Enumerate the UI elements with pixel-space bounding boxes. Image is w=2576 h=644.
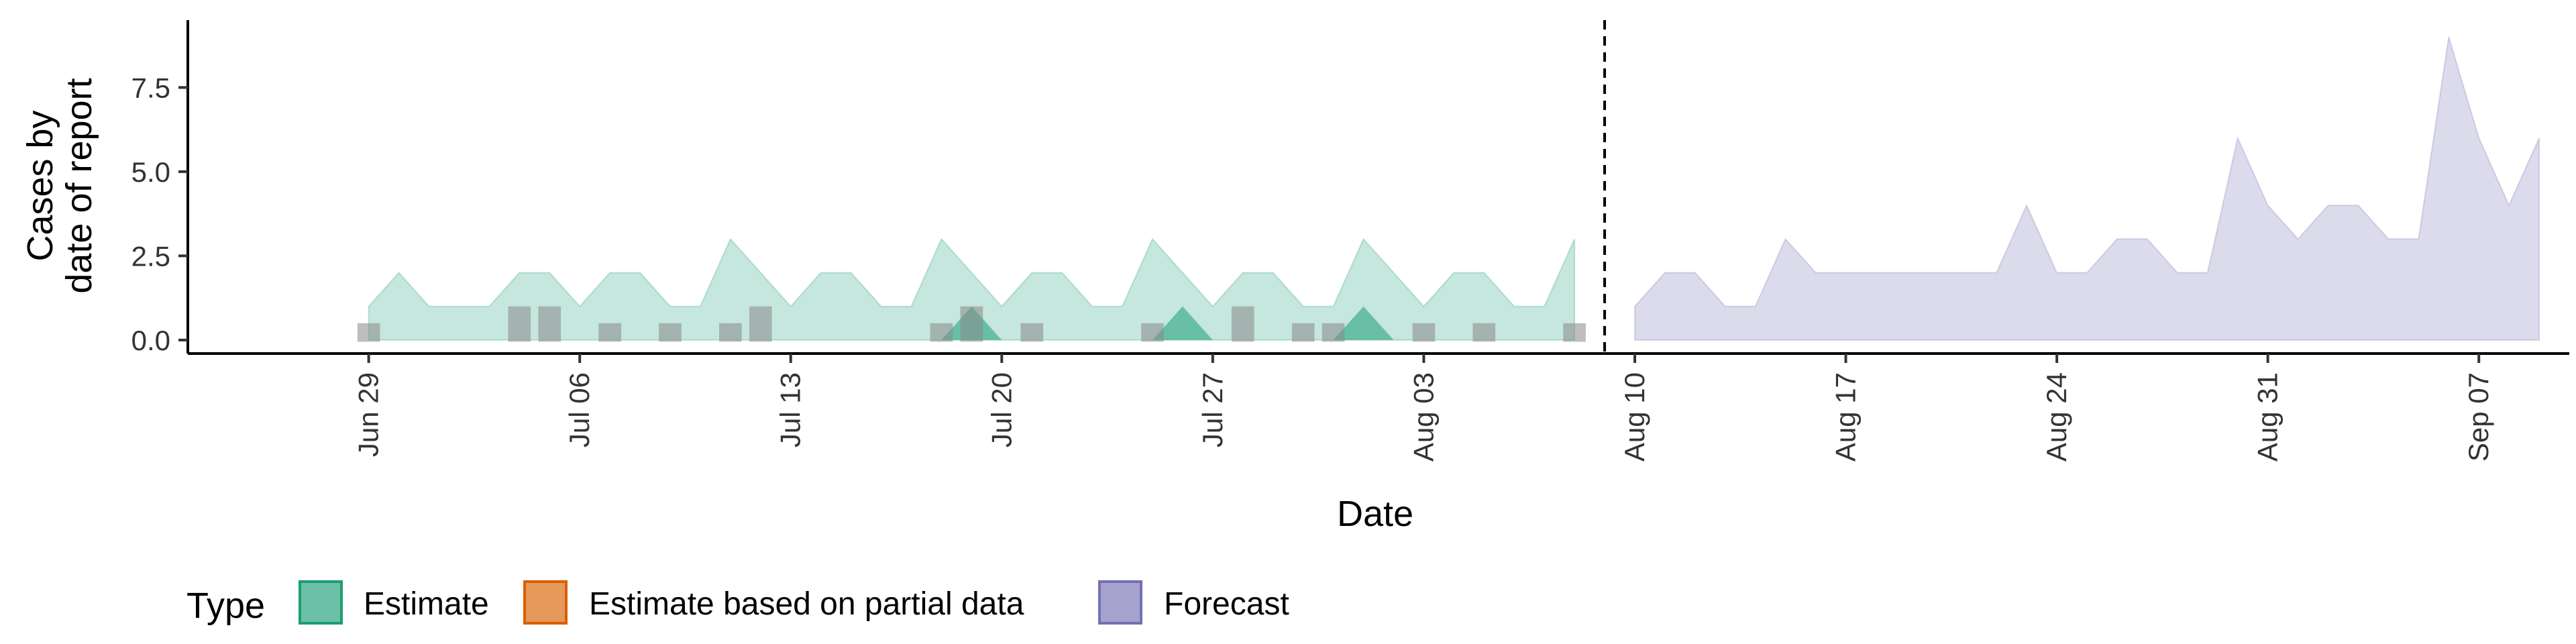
x-axis-title: Date: [1337, 494, 1413, 534]
legend-swatch-forecast: [1098, 580, 1142, 625]
x-tick-label: Jun 29: [353, 372, 384, 457]
y-axis-title-line-2: date of report: [59, 78, 99, 293]
x-tick-label: Jul 20: [985, 372, 1017, 447]
observed-bar-4: [598, 323, 621, 342]
estimate-peak-3: [1333, 306, 1394, 340]
legend-label-partial: Estimate based on partial data: [589, 586, 1024, 622]
area-forecast: [1634, 36, 2540, 341]
observed-bar-13: [1291, 323, 1315, 342]
observed-bar-17: [1563, 323, 1586, 342]
x-tick-label: Jul 27: [1197, 372, 1228, 447]
observed-bar-15: [1412, 323, 1436, 342]
y-tick-label: 2.5: [131, 240, 170, 272]
observed-bar-8: [930, 323, 953, 342]
x-tick-label: Aug 24: [2041, 372, 2072, 462]
legend-swatch-estimate: [299, 580, 343, 625]
legend-label-forecast: Forecast: [1164, 586, 1289, 622]
x-tick-label: Aug 03: [1407, 372, 1439, 462]
observed-bar-3: [538, 306, 561, 342]
y-tick-label: 7.5: [131, 72, 170, 103]
x-tick-label: Jul 06: [564, 372, 595, 447]
legend-label-estimate: Estimate: [364, 586, 489, 622]
observed-bar-10: [1020, 323, 1044, 342]
y-tick-label: 5.0: [131, 156, 170, 188]
observed-bar-16: [1472, 323, 1496, 342]
observed-bars: [357, 306, 1586, 342]
x-tick-label: Aug 10: [1619, 372, 1650, 462]
estimate-peak-2: [1152, 306, 1213, 340]
observed-bar-14: [1322, 323, 1345, 342]
y-axis-title-line-1: Cases by: [20, 110, 60, 261]
legend: Type Estimate Estimate based on partial …: [186, 580, 1289, 626]
series-areas: [368, 36, 2540, 341]
observed-bar-9: [960, 306, 983, 342]
legend-swatch-partial: [523, 580, 568, 625]
observed-bar-2: [508, 306, 531, 342]
observed-bar-1: [357, 323, 380, 342]
observed-bar-5: [659, 323, 682, 342]
y-axis-ticks: 0.0 2.5 5.0 7.5: [131, 72, 188, 356]
observed-bar-6: [719, 323, 742, 342]
x-tick-label: Aug 17: [1830, 372, 1862, 462]
legend-title: Type: [186, 586, 265, 626]
observed-bar-11: [1141, 323, 1164, 342]
y-tick-label: 0.0: [131, 325, 170, 356]
x-axis-ticks: Jun 29 Jul 06 Jul 13 Jul 20 Jul 27 Aug 03 Aug …: [353, 354, 2494, 462]
x-tick-label: Aug 31: [2252, 372, 2284, 462]
observed-bar-12: [1231, 306, 1254, 342]
observed-bar-7: [749, 306, 772, 342]
x-tick-label: Jul 13: [775, 372, 806, 447]
x-tick-label: Sep 07: [2463, 372, 2494, 462]
